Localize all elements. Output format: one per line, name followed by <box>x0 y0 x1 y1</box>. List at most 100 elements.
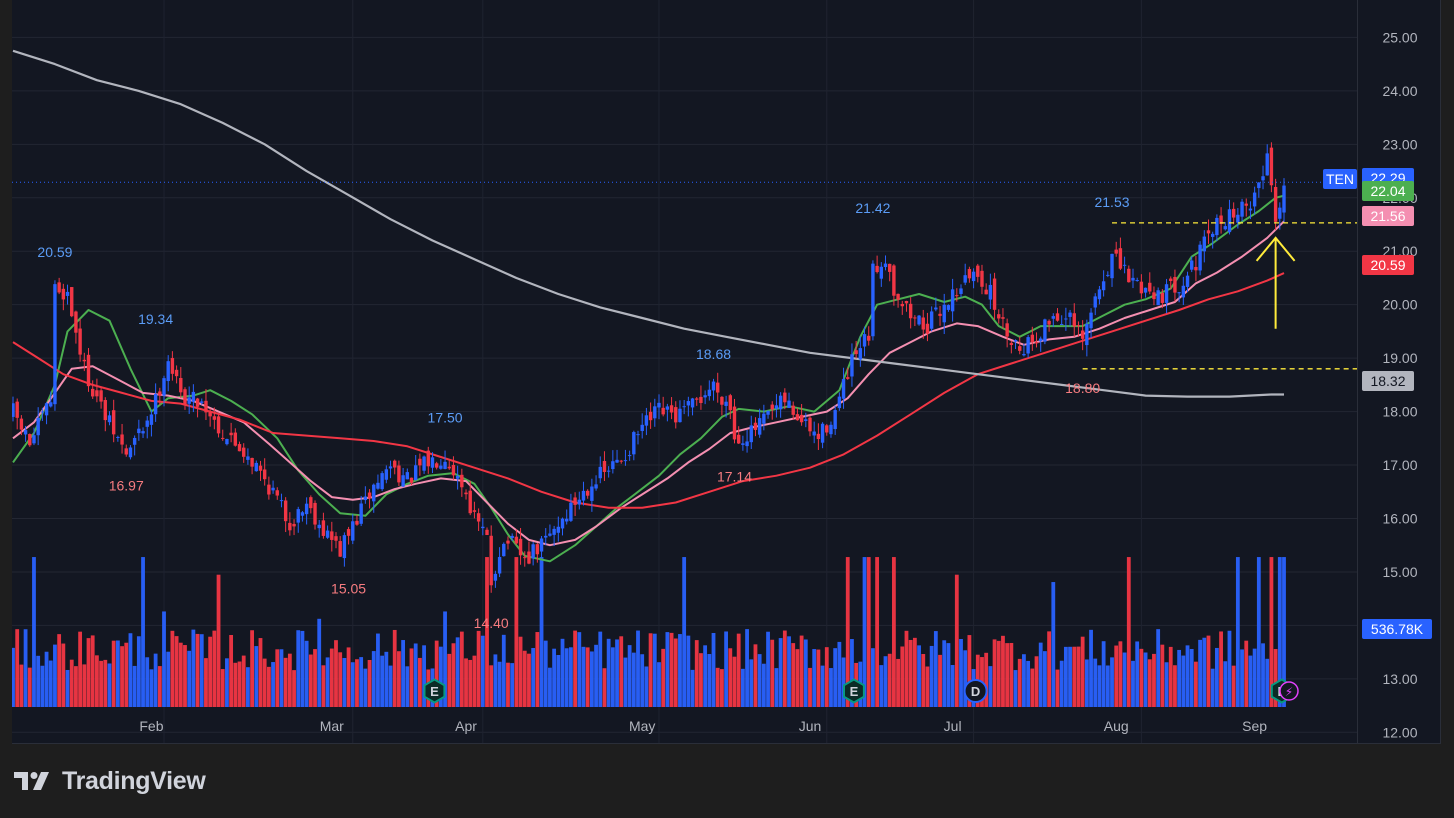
volume-bar <box>589 651 594 707</box>
candle-body <box>841 379 846 399</box>
volume-bar <box>115 640 120 707</box>
volume-bar <box>258 638 263 707</box>
candle-body <box>1110 253 1114 279</box>
volume-bar <box>732 656 737 707</box>
volume-bar <box>1194 661 1198 707</box>
volume-bar <box>359 657 364 707</box>
candle-body <box>674 407 678 423</box>
volume-bar <box>896 658 900 707</box>
chart-panel[interactable]: 20.59 19.34 16.97 15.05 17.50 14.40 18.68 17.14… <box>12 0 1441 744</box>
volume-bar <box>619 636 624 707</box>
candle-body <box>581 490 586 501</box>
candle-body <box>44 403 49 416</box>
volume-bar <box>942 640 947 707</box>
candle-body <box>1244 203 1248 206</box>
tradingview-wordmark: TradingView <box>62 766 206 795</box>
volume-bar <box>216 574 221 707</box>
volume-bar <box>1227 630 1232 707</box>
volume-bar <box>1219 631 1223 707</box>
volume-bar <box>1139 648 1144 707</box>
volume-bar <box>506 662 510 707</box>
volume-bar <box>254 646 259 707</box>
volume-bar <box>581 646 586 707</box>
candle-body <box>653 406 657 419</box>
candle-body <box>812 431 816 436</box>
candle-body <box>1085 323 1089 346</box>
candle-body <box>49 402 53 407</box>
candle-body <box>120 434 124 445</box>
volume-bar <box>531 648 536 707</box>
y-tick-label: 15.00 <box>1382 564 1417 580</box>
volume-bar <box>334 640 338 707</box>
candle-body <box>338 541 342 557</box>
price-badge-value: 18.32 <box>1370 373 1405 389</box>
volume-bar <box>912 637 917 707</box>
volume-bar <box>1005 643 1010 707</box>
volume-bar <box>640 654 645 707</box>
volume-bar <box>1034 656 1039 707</box>
volume-bar <box>1282 557 1286 707</box>
volume-bar <box>1038 642 1043 707</box>
candle-body <box>678 408 682 423</box>
volume-bar <box>292 670 296 707</box>
candle-body <box>481 526 485 529</box>
candle-body <box>1114 249 1118 254</box>
candle-body <box>661 407 665 415</box>
volume-bar <box>753 644 758 707</box>
price-badge <box>1362 255 1414 275</box>
volume-bar <box>728 648 733 707</box>
candle-body <box>619 460 623 462</box>
volume-bar <box>883 656 888 707</box>
symbol-badge-label: TEN <box>1326 171 1354 187</box>
volume-bar <box>711 632 716 707</box>
volume-bar <box>770 639 775 707</box>
candle-body <box>904 300 909 304</box>
candle-body <box>292 523 296 527</box>
volume-bar <box>1055 669 1060 707</box>
candle-body <box>15 401 19 418</box>
candlestick-chart[interactable]: 20.59 19.34 16.97 15.05 17.50 14.40 18.68 17.14… <box>12 0 1440 743</box>
candle-body <box>1278 207 1282 219</box>
high-low-label: 21.42 <box>855 200 890 216</box>
volume-bar <box>1202 637 1207 707</box>
y-tick-label: 24.00 <box>1382 83 1417 99</box>
volume-bar <box>287 653 292 707</box>
volume-bar <box>1135 641 1140 707</box>
y-tick-label: 23.00 <box>1382 136 1417 152</box>
price-badge-value: 20.59 <box>1370 257 1405 273</box>
volume-bar <box>120 646 124 707</box>
volume-bar <box>669 632 674 707</box>
candle-body <box>137 428 141 434</box>
candle-body <box>623 460 628 462</box>
volume-bar <box>1097 665 1102 707</box>
volume-bar <box>1114 645 1119 707</box>
candle-body <box>854 350 858 355</box>
volume-bar <box>241 655 246 707</box>
candle-body <box>296 509 300 523</box>
candle-body <box>65 291 70 296</box>
candle-body <box>472 510 477 512</box>
volume-bar <box>657 662 661 707</box>
volume-bar <box>782 630 787 707</box>
volume-bar <box>1277 557 1282 707</box>
volume-bar <box>313 649 317 707</box>
volume-bar <box>908 639 913 707</box>
tradingview-footer: TradingView <box>14 764 206 798</box>
candle-body <box>23 430 28 435</box>
volume-bar <box>355 659 359 707</box>
volume-bar <box>388 665 393 707</box>
volume-bar <box>455 637 460 707</box>
volume-bar <box>644 666 649 707</box>
volume-bar <box>933 631 938 707</box>
volume-bar <box>489 665 494 707</box>
volume-bar <box>86 638 91 707</box>
volume-bar <box>497 661 502 707</box>
x-tick-label: Mar <box>320 718 344 734</box>
volume-bar <box>510 663 515 707</box>
volume-bar <box>1089 629 1093 707</box>
volume-bar <box>1181 655 1186 707</box>
volume-bar <box>363 668 368 707</box>
candle-body <box>229 432 233 436</box>
candle-body <box>246 456 250 460</box>
candle-body <box>556 526 561 533</box>
